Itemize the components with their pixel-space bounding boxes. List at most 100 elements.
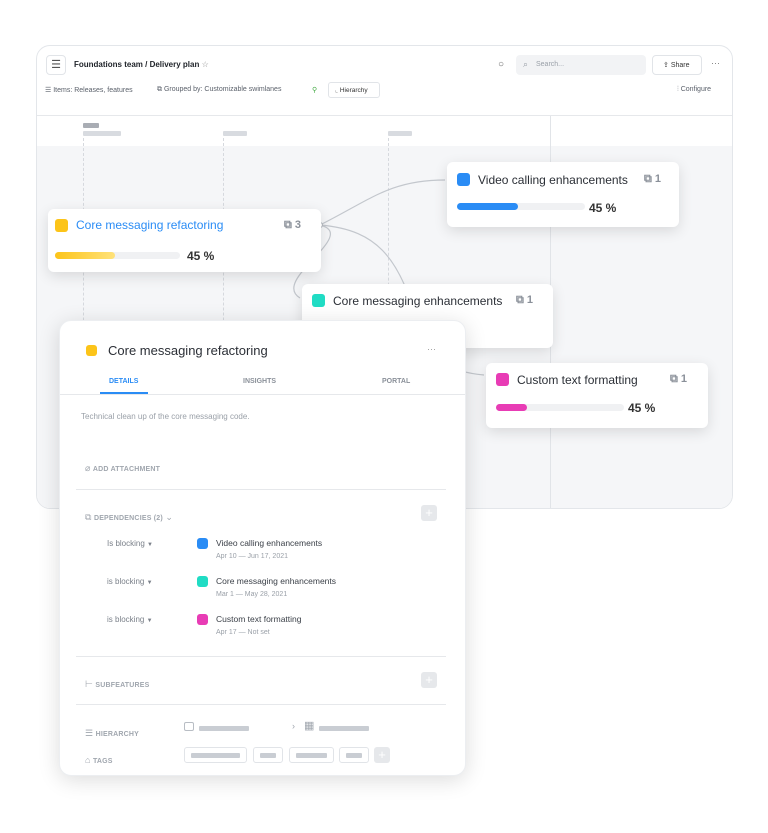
divider (76, 489, 446, 490)
tag-chip[interactable] (289, 747, 334, 763)
tag-chip[interactable] (184, 747, 247, 763)
count: 3 (294, 219, 302, 231)
count: 1 (654, 173, 662, 185)
progress-bar (55, 252, 180, 259)
link-icon: ⧉ (516, 294, 527, 306)
filter-icon[interactable]: ⚲ (312, 87, 318, 94)
dependency-dates: Apr 17 — Not set (216, 629, 270, 636)
color-swatch (55, 219, 68, 232)
tab-details[interactable]: DETAILS (109, 378, 139, 385)
tags-section: ⌂ TAGS (85, 750, 113, 768)
relation-dropdown[interactable]: Is blocking ▼ (107, 539, 153, 548)
progress-bar (457, 203, 585, 210)
grouped-filter[interactable]: ⧉ Grouped by: Customizable swimlanes (157, 86, 281, 94)
star-icon[interactable]: ☆ (201, 60, 209, 69)
hierarchy-icon: ☰ (85, 728, 96, 738)
tab-portal[interactable]: PORTAL (382, 378, 411, 385)
items-filter[interactable]: ☰ Items: Releases, features (45, 86, 133, 94)
hierarchy-section: ☰ HIERARCHY (85, 723, 139, 741)
hierarchy-icon: ⌞ (335, 87, 340, 94)
search-icon: ⌕ (523, 59, 529, 69)
dependencies-toggle[interactable]: ⧉ DEPENDENCIES (2) ⌄ (85, 507, 173, 525)
count: 1 (526, 294, 534, 306)
share-label: Share (670, 62, 690, 69)
count: 1 (680, 373, 688, 385)
card-title: Custom text formatting (517, 373, 638, 387)
tab-insights[interactable]: INSIGHTS (243, 378, 277, 385)
card-title: Core messaging enhancements (333, 294, 503, 308)
hierarchy-button[interactable]: ⌞ Hierarchy (328, 82, 380, 98)
progress-fill (55, 252, 115, 259)
caret-down-icon: ▼ (147, 542, 153, 548)
end-date: May 28, 2021 (244, 591, 288, 598)
dependency-count[interactable]: ⧉ 3 (284, 219, 301, 232)
dependency-name[interactable]: Core messaging enhancements (216, 576, 337, 586)
tag-chip[interactable] (253, 747, 283, 763)
feature-card[interactable]: Video calling enhancements ⧉ 1 45 % (447, 162, 679, 227)
configure-label: Configure (680, 86, 712, 93)
tags-label: TAGS (92, 758, 113, 765)
timeline-label (83, 131, 121, 136)
dependency-count[interactable]: ⧉ 1 (644, 173, 661, 186)
relation-dropdown[interactable]: is blocking ▼ (107, 577, 153, 586)
connector (319, 179, 446, 226)
divider (60, 394, 465, 395)
divider (76, 704, 446, 705)
more-icon[interactable]: ··· (427, 344, 436, 354)
dependency-row: is blocking ▼ Core messaging enhancement… (107, 576, 437, 606)
breadcrumb-team[interactable]: Foundations team (74, 60, 143, 69)
dependency-row: Is blocking ▼ Video calling enhancements… (107, 538, 437, 568)
paperclip-icon: ⌀ (85, 463, 93, 473)
subfeatures-section: ⊢ SUBFEATURES (85, 674, 150, 692)
share-button[interactable]: ⇪ Share (652, 55, 702, 75)
configure-button[interactable]: ⫶ Configure (677, 86, 711, 94)
add-dependency-button[interactable]: + (421, 505, 437, 521)
progress-fill (457, 203, 519, 210)
chevron-down-icon: ⌄ (162, 512, 173, 522)
feature-card[interactable]: Core messaging refactoring ⧉ 3 45 % (48, 209, 321, 272)
hierarchy-placeholder (199, 726, 249, 731)
grouped-label: Grouped by: Customizable swimlanes (163, 86, 282, 93)
add-subfeature-button[interactable]: + (421, 672, 437, 688)
description[interactable]: Technical clean up of the core messaging… (81, 412, 250, 421)
add-attachment-button[interactable]: ⌀ ADD ATTACHMENT (85, 458, 160, 476)
more-icon[interactable]: ··· (711, 58, 720, 68)
feature-detail-panel: Core messaging refactoring ··· DETAILS I… (59, 320, 466, 776)
tag-chip[interactable] (339, 747, 369, 763)
list-icon: ☰ (45, 87, 54, 94)
color-swatch (86, 345, 97, 356)
active-tab-indicator (100, 392, 148, 394)
timeline-marker (83, 123, 99, 128)
add-attachment-label: ADD ATTACHMENT (92, 466, 161, 473)
feature-card[interactable]: Custom text formatting ⧉ 1 45 % (486, 363, 708, 428)
share-icon: ⇪ (663, 62, 671, 69)
start-date: Apr 17 (216, 629, 237, 636)
card-title: Core messaging refactoring (76, 218, 224, 232)
breadcrumb-plan[interactable]: Delivery plan (149, 60, 200, 69)
color-swatch (312, 294, 325, 307)
caret-down-icon: ▼ (146, 618, 153, 624)
progress-percent: 45 % (187, 249, 215, 263)
progress-bar (496, 404, 624, 411)
breadcrumb: Foundations team / Delivery plan ☆ (74, 60, 209, 69)
tag-icon: ⌂ (85, 755, 93, 765)
dependency-name[interactable]: Video calling enhancements (216, 538, 323, 548)
hierarchy-placeholder (319, 726, 369, 731)
sliders-icon: ⫶ (677, 86, 681, 93)
link-icon: ⧉ (85, 512, 94, 522)
relation-dropdown[interactable]: is blocking ▼ (107, 615, 153, 624)
dependency-name[interactable]: Custom text formatting (216, 614, 302, 624)
search-input[interactable]: ⌕ Search... (516, 55, 646, 75)
panel-title[interactable]: Core messaging refactoring (108, 343, 268, 358)
release-icon (184, 722, 194, 731)
menu-button[interactable]: ☰ (46, 55, 66, 75)
progress-percent: 45 % (589, 201, 617, 215)
dependency-count[interactable]: ⧉ 1 (516, 294, 533, 307)
hierarchy-label: HIERARCHY (95, 731, 139, 738)
dependency-count[interactable]: ⧉ 1 (670, 373, 687, 386)
comment-icon[interactable]: ○ (498, 59, 505, 70)
link-icon: ⧉ (284, 219, 295, 231)
group-icon: ⧉ (157, 86, 164, 93)
subfeatures-label: SUBFEATURES (95, 682, 150, 689)
add-tag-button[interactable]: + (374, 747, 390, 763)
